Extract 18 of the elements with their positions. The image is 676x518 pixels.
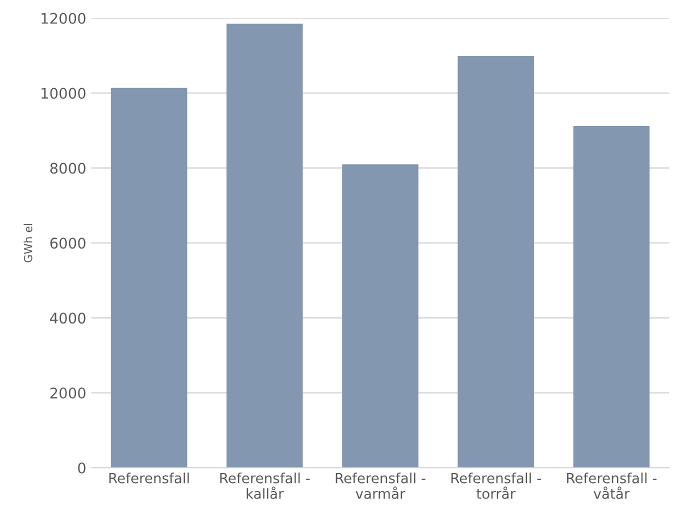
y-tick-label: 4000 [50, 312, 86, 324]
bar [342, 164, 418, 468]
x-tick-label: Referensfall - torrår [451, 472, 541, 499]
x-tick-label: Referensfall - våtår [567, 472, 657, 499]
x-tick-label: Referensfall - kallår [220, 472, 310, 499]
y-tick-label: 8000 [50, 162, 86, 174]
y-tick-label: 12000 [42, 12, 86, 24]
y-tick-label: 0 [78, 462, 86, 474]
y-axis-title: GWh el [24, 224, 32, 262]
x-tick-label: Referensfall [109, 472, 189, 484]
y-tick-label: 2000 [50, 388, 86, 399]
bar [110, 88, 188, 468]
y-tick-label: 6000 [50, 238, 86, 249]
bar [226, 24, 303, 468]
y-tick-label: 10000 [42, 88, 86, 99]
x-tick-label: Referensfall - varmår [336, 472, 426, 499]
bar [573, 126, 650, 468]
bar [458, 56, 534, 468]
